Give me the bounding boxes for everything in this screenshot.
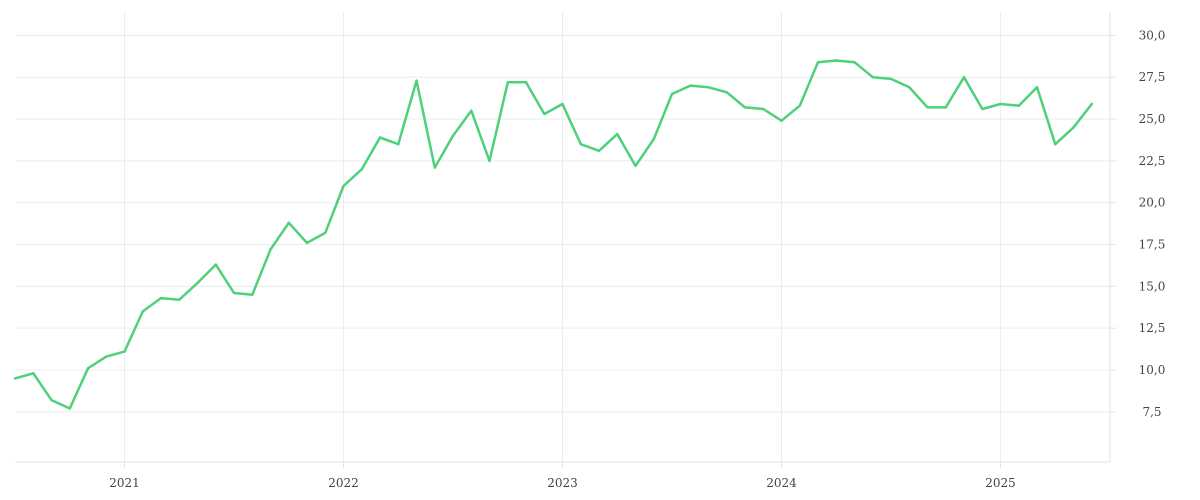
data-point — [397, 143, 400, 146]
data-point — [196, 281, 199, 285]
data-point — [214, 263, 217, 266]
data-point — [908, 86, 911, 89]
data-point — [999, 102, 1002, 106]
data-point — [68, 407, 72, 410]
data-point — [670, 92, 674, 96]
y-tick-label: 30,0 — [1139, 28, 1166, 42]
horizontal-gridlines — [15, 34, 1110, 413]
data-point — [1090, 102, 1094, 106]
data-point — [433, 166, 436, 169]
data-point — [159, 296, 163, 300]
data-point — [470, 109, 473, 112]
data-point — [86, 367, 90, 370]
data-point — [798, 104, 801, 107]
data-point — [415, 79, 418, 82]
data-point — [944, 106, 947, 109]
x-tick-label: 2021 — [109, 476, 140, 490]
data-point — [1054, 143, 1057, 146]
data-point — [32, 372, 35, 375]
data-point — [981, 107, 984, 111]
data-point — [962, 76, 966, 79]
y-tick-label: 12,5 — [1139, 321, 1166, 335]
data-point — [652, 137, 655, 141]
data-point — [780, 119, 783, 122]
data-point — [178, 298, 181, 301]
data-point — [451, 134, 455, 137]
data-point — [871, 76, 874, 79]
data-point — [1072, 126, 1075, 129]
y-axis-tick-labels: 7,5 10,0 12,5 15,0 17,5 20,0 22,5 25,0 27,5 30,0 — [1139, 28, 1166, 418]
vertical-gridlines — [124, 12, 1001, 462]
data-point — [579, 143, 582, 146]
x-tick-label: 2025 — [985, 476, 1016, 490]
data-point — [123, 350, 126, 353]
data-point — [762, 107, 765, 111]
data-point — [816, 61, 820, 64]
data-point — [269, 248, 272, 251]
axes — [15, 12, 1116, 468]
data-point — [488, 159, 491, 163]
y-tick-label: 27,5 — [1139, 70, 1166, 84]
data-point — [141, 310, 144, 313]
x-tick-label: 2022 — [328, 476, 359, 490]
data-point — [251, 293, 254, 296]
data-point — [105, 355, 108, 358]
data-point — [1017, 104, 1020, 107]
series-line — [13, 59, 1094, 410]
data-point — [305, 241, 309, 245]
data-point — [324, 231, 327, 234]
data-point — [287, 221, 290, 224]
data-point — [743, 106, 747, 109]
data-point — [543, 112, 546, 116]
series-group — [13, 59, 1094, 410]
y-tick-label: 10,0 — [1139, 363, 1166, 377]
data-point — [926, 106, 929, 109]
data-point — [707, 86, 710, 89]
data-point — [13, 377, 17, 380]
data-point — [1035, 86, 1039, 89]
data-point — [689, 84, 692, 87]
data-point — [378, 136, 382, 139]
y-tick-label: 7,5 — [1142, 405, 1161, 419]
data-point — [50, 398, 53, 402]
x-tick-label: 2024 — [766, 476, 797, 490]
data-point — [561, 102, 564, 106]
data-point — [889, 77, 893, 81]
data-point — [232, 291, 236, 295]
y-tick-label: 17,5 — [1139, 238, 1166, 252]
data-point — [616, 132, 619, 136]
x-axis-tick-labels: 2021 2022 2023 2024 2025 — [109, 476, 1016, 490]
data-point — [360, 168, 363, 171]
y-tick-label: 25,0 — [1139, 112, 1166, 126]
data-point — [524, 81, 528, 84]
data-point — [725, 91, 728, 94]
data-point — [506, 81, 509, 84]
y-tick-label: 20,0 — [1139, 196, 1166, 210]
y-tick-label: 15,0 — [1139, 279, 1166, 293]
data-point — [835, 59, 838, 62]
y-tick-label: 22,5 — [1139, 154, 1166, 168]
data-point — [634, 164, 637, 168]
x-tick-label: 2023 — [547, 476, 578, 490]
data-point — [342, 184, 345, 188]
data-point — [853, 61, 856, 64]
data-point — [597, 149, 601, 152]
